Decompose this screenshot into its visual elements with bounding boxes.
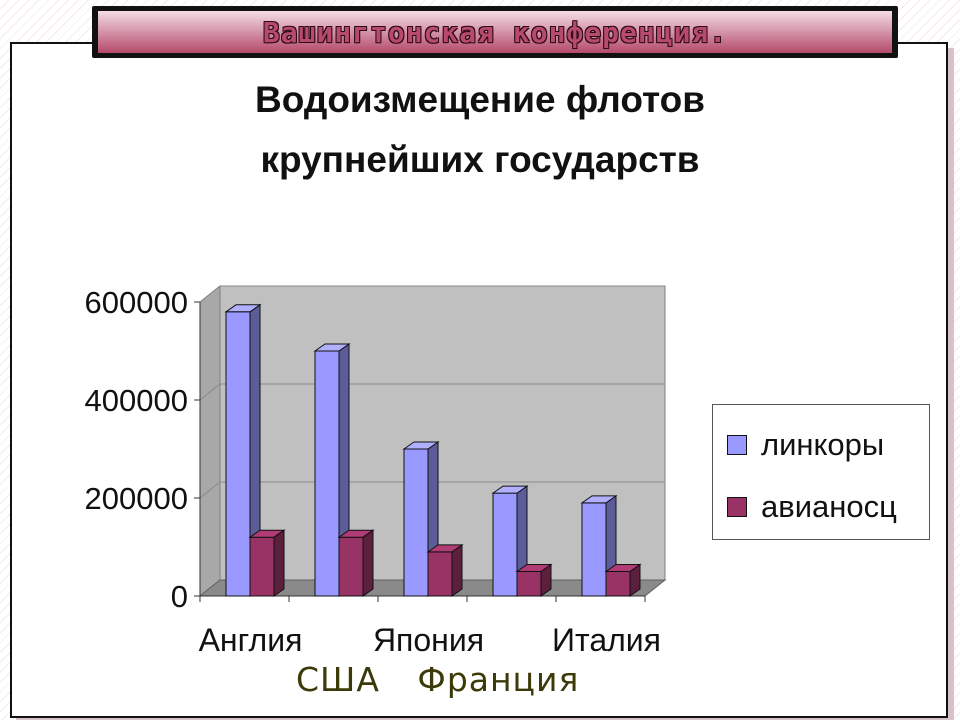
y-tick-label: 0 [171, 579, 188, 614]
gridline [199, 285, 665, 303]
bar-top [224, 304, 262, 313]
banner-title: Вашингтонская конференция. [262, 15, 728, 49]
footer-country-labels: США Франция [296, 660, 605, 699]
bar-top [515, 564, 553, 572]
chart-title: Водоизмещение флотов крупнейших государс… [100, 70, 860, 190]
y-tick-label: 400000 [85, 383, 188, 418]
legend-label-carriers: авианосц [761, 489, 897, 524]
bar-side [273, 529, 285, 597]
bar-top [248, 529, 286, 538]
bar-top [580, 495, 618, 504]
x-tick-label: Англия [199, 622, 303, 658]
bar-front [516, 571, 542, 597]
y-tick-label: 600000 [85, 285, 188, 320]
bar-top [426, 544, 464, 553]
gridline [199, 383, 665, 401]
bar-front [314, 350, 340, 597]
legend-swatch-carriers [727, 497, 747, 517]
y-tick-label: 200000 [85, 481, 188, 516]
bar-top [313, 343, 351, 352]
bar-side [451, 543, 463, 597]
x-tick-label: Япония [373, 622, 484, 658]
x-tick-label: Италия [552, 622, 661, 658]
bar-top [402, 441, 440, 450]
bar-top [337, 529, 375, 538]
legend-item-battleships: линкоры [727, 427, 884, 463]
legend-item-carriers: авианосц [727, 489, 897, 525]
chart-legend: линкоры авианосц [712, 404, 930, 540]
title-banner: Вашингтонская конференция. [92, 6, 898, 58]
bar-top [604, 564, 642, 572]
bar-front [403, 448, 429, 597]
bar-front [492, 492, 518, 597]
title-banner-inner: Вашингтонская конференция. [98, 11, 892, 53]
footer-label-usa: США [296, 660, 380, 699]
gridline [199, 481, 665, 499]
bar-front [338, 536, 364, 597]
bar-front [581, 502, 607, 597]
chart-title-line-1: Водоизмещение флотов [255, 79, 705, 120]
bar-front [605, 571, 631, 597]
bar-front [225, 311, 251, 597]
legend-label-battleships: линкоры [761, 427, 885, 462]
footer-label-france: Франция [417, 660, 580, 699]
chart-side-wall [199, 284, 221, 598]
legend-swatch-battleships [727, 435, 747, 455]
bar-top [491, 485, 529, 494]
bar-front [427, 551, 453, 597]
bar-front [249, 536, 275, 597]
chart-title-line-2: крупнейших государств [260, 139, 700, 180]
bar-side [362, 529, 374, 597]
